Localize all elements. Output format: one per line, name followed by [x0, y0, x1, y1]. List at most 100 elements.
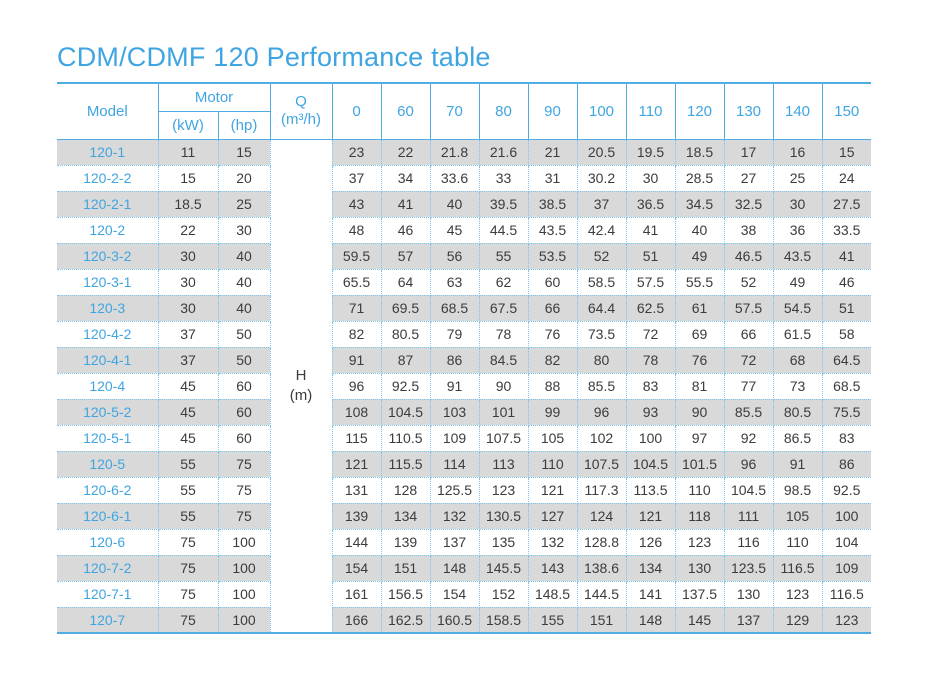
value-cell: 114 — [429, 450, 480, 478]
table-row: 120-3-2 30 40 59.5 57 56 55 53.5 52 51 49 46.5 43.5 4… — [57, 242, 871, 270]
kw-cell: 22 — [157, 216, 219, 244]
value-cell: 55 — [478, 242, 529, 270]
value-cell: 18.5 — [674, 139, 725, 166]
value-cell: 123 — [478, 476, 529, 504]
value-cell: 121 — [625, 502, 676, 530]
header-flow-q: Q (m³/h) — [269, 83, 333, 140]
value-cell: 82 — [527, 346, 578, 374]
header-hp: (hp) — [217, 111, 271, 140]
hp-cell: 40 — [217, 242, 271, 270]
hp-cell: 30 — [217, 216, 271, 244]
value-cell: 46.5 — [723, 242, 774, 270]
value-cell: 139 — [331, 502, 382, 530]
value-cell: 148 — [429, 554, 480, 582]
table-row: 120-5-1 45 60 115 110.5 109 107.5 105 102 100 97 92… — [57, 424, 871, 452]
value-cell: 141 — [625, 580, 676, 608]
value-cell: 78 — [625, 346, 676, 374]
value-cell: 154 — [331, 554, 382, 582]
value-cell: 69.5 — [380, 294, 431, 322]
model-cell: 120-2 — [57, 216, 159, 244]
value-cell: 36.5 — [625, 190, 676, 218]
hp-cell: 15 — [217, 139, 271, 166]
value-cell: 103 — [429, 398, 480, 426]
value-cell: 126 — [625, 528, 676, 556]
model-cell: 120-4-2 — [57, 320, 159, 348]
value-cell: 37 — [331, 164, 382, 192]
value-cell: 144.5 — [576, 580, 627, 608]
value-cell: 86 — [429, 346, 480, 374]
header-flow-60: 60 — [380, 83, 431, 140]
value-cell: 135 — [478, 528, 529, 556]
value-cell: 121 — [527, 476, 578, 504]
table-row: 120-5-2 45 60 108 104.5 103 101 99 96 93 90 85.5 80.… — [57, 398, 871, 426]
hp-cell: 100 — [217, 580, 271, 608]
model-cell: 120-3 — [57, 294, 159, 322]
header-flow-110: 110 — [625, 83, 676, 140]
hp-cell: 100 — [217, 554, 271, 582]
hp-cell: 50 — [217, 346, 271, 374]
hp-cell: 100 — [217, 528, 271, 556]
value-cell: 115 — [331, 424, 382, 452]
hp-cell: 40 — [217, 294, 271, 322]
page-title: CDM/CDMF 120 Performance table — [57, 42, 491, 72]
value-cell: 58 — [821, 320, 871, 348]
value-cell: 76 — [527, 320, 578, 348]
value-cell: 143 — [527, 554, 578, 582]
value-cell: 138.6 — [576, 554, 627, 582]
value-cell: 38 — [723, 216, 774, 244]
value-cell: 72 — [723, 346, 774, 374]
value-cell: 19.5 — [625, 139, 676, 166]
value-cell: 52 — [576, 242, 627, 270]
value-cell: 61.5 — [772, 320, 823, 348]
value-cell: 118 — [674, 502, 725, 530]
value-cell: 102 — [576, 424, 627, 452]
value-cell: 131 — [331, 476, 382, 504]
value-cell: 23 — [331, 139, 382, 166]
model-cell: 120-6 — [57, 528, 159, 556]
table-row: 120-6-2 55 75 131 128 125.5 123 121 117.3 113.5 11… — [57, 476, 871, 504]
value-cell: 84.5 — [478, 346, 529, 374]
value-cell: 30 — [625, 164, 676, 192]
value-cell: 116.5 — [821, 580, 871, 608]
value-cell: 68.5 — [821, 372, 871, 400]
value-cell: 91 — [429, 372, 480, 400]
value-cell: 81 — [674, 372, 725, 400]
kw-cell: 75 — [157, 606, 219, 633]
value-cell: 154 — [429, 580, 480, 608]
kw-cell: 18.5 — [157, 190, 219, 218]
h-unit: (m) — [289, 386, 313, 404]
value-cell: 68.5 — [429, 294, 480, 322]
value-cell: 55.5 — [674, 268, 725, 296]
model-cell: 120-2-1 — [57, 190, 159, 218]
value-cell: 73 — [772, 372, 823, 400]
value-cell: 27.5 — [821, 190, 871, 218]
value-cell: 123 — [772, 580, 823, 608]
hp-cell: 60 — [217, 372, 271, 400]
value-cell: 25 — [772, 164, 823, 192]
value-cell: 21 — [527, 139, 578, 166]
kw-cell: 55 — [157, 450, 219, 478]
value-cell: 85.5 — [723, 398, 774, 426]
model-cell: 120-6-1 — [57, 502, 159, 530]
value-cell: 130.5 — [478, 502, 529, 530]
value-cell: 24 — [821, 164, 871, 192]
kw-cell: 45 — [157, 424, 219, 452]
value-cell: 100 — [821, 502, 871, 530]
value-cell: 54.5 — [772, 294, 823, 322]
value-cell: 34 — [380, 164, 431, 192]
value-cell: 145.5 — [478, 554, 529, 582]
hp-cell: 75 — [217, 476, 271, 504]
value-cell: 62.5 — [625, 294, 676, 322]
value-cell: 137.5 — [674, 580, 725, 608]
header-flow-140: 140 — [772, 83, 823, 140]
table-row: 120-2-2 15 20 37 34 33.6 33 31 30.2 30 28.5 27 25 24 — [57, 164, 871, 192]
value-cell: 115.5 — [380, 450, 431, 478]
value-cell: 155 — [527, 606, 578, 633]
value-cell: 66 — [723, 320, 774, 348]
value-cell: 92 — [723, 424, 774, 452]
h-symbol: H — [295, 366, 307, 384]
value-cell: 43 — [331, 190, 382, 218]
value-cell: 49 — [772, 268, 823, 296]
value-cell: 68 — [772, 346, 823, 374]
model-cell: 120-7 — [57, 606, 159, 633]
